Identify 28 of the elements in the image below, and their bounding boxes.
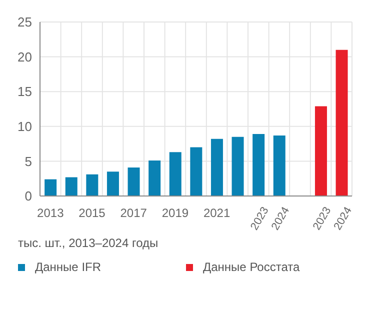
y-tick-label: 0 [24,188,32,204]
y-tick-label: 5 [24,154,32,169]
legend-label: Данные Росстата [203,260,300,274]
y-tick-label: 15 [18,84,32,100]
bar [232,136,244,196]
bar [65,177,78,196]
y-tick-label: 25 [18,14,32,30]
x-tick-label: 2019 [162,206,189,220]
bar [86,174,98,196]
bar [273,135,286,196]
y-tick-label: 10 [18,119,32,134]
bar [128,167,140,196]
bar [106,172,119,196]
text: тыс. шт., 2013–2024 годы [18,236,160,250]
bar [169,152,182,196]
bar [44,179,57,196]
x-tick-label: 2013 [37,206,64,220]
legend-label: Данные IFR [35,260,102,274]
x-tick-label: 2017 [120,206,148,220]
bar [314,106,327,196]
x-tick-label: 2021 [203,206,230,220]
bar [252,134,265,196]
bar [336,50,348,196]
y-tick-label: 20 [18,49,32,64]
bar [148,160,161,196]
bar [190,147,202,196]
x-tick-label: 2015 [78,206,106,220]
bar [210,138,223,196]
